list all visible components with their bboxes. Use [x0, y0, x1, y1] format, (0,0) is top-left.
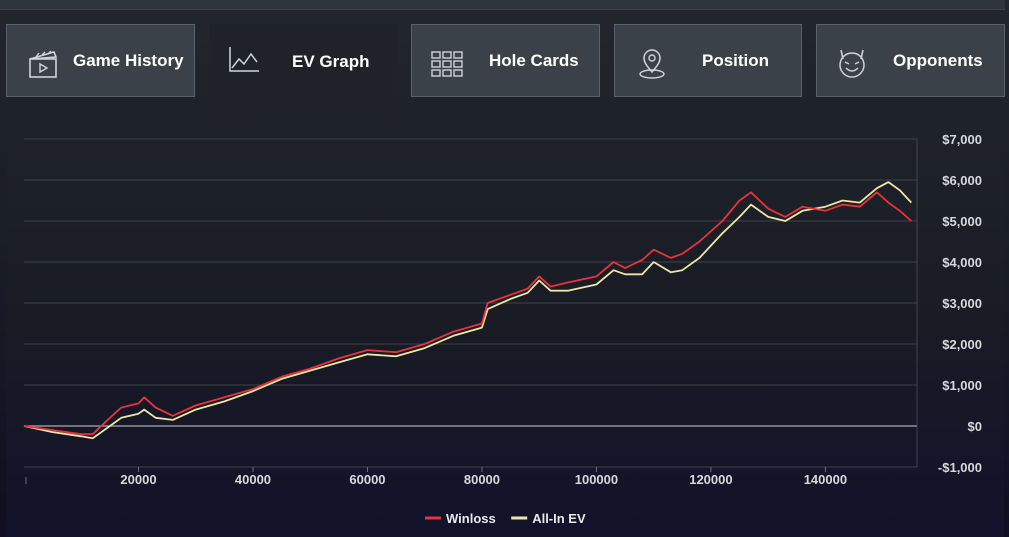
tab-label: Position: [702, 50, 770, 70]
y-tick-label: $2,000: [942, 337, 982, 352]
y-tick-label: $4,000: [942, 255, 982, 270]
tab-label: EV Graph: [292, 52, 370, 71]
y-tick-label: $0: [968, 419, 982, 434]
y-tick-label: $5,000: [942, 214, 982, 229]
series-line-winloss: [23, 191, 912, 436]
tab-label: Game History: [73, 50, 184, 70]
tab-hole-cards[interactable]: Hole Cards: [411, 24, 600, 97]
y-tick-label: $6,000: [942, 173, 982, 188]
series-line-all-in-ev: [23, 181, 912, 440]
tab-opponents[interactable]: Opponents: [816, 24, 1005, 97]
x-tick-label: 40000: [235, 472, 271, 487]
top-bar: [0, 0, 1005, 10]
x-tick-label: 80000: [464, 472, 500, 487]
tab-position[interactable]: Position: [614, 24, 802, 97]
y-axis: $7,000 $6,000 $5,000 $4,000 $3,000 $2,000 $1,0…: [938, 132, 982, 475]
tab-game-history[interactable]: Game History: [6, 24, 195, 97]
chart-panel: [7, 114, 1004, 537]
map-pin-icon: [639, 49, 665, 79]
devil-face-icon: [839, 49, 865, 78]
tab-label: Hole Cards: [489, 50, 579, 70]
y-tick-label: -$1,000: [938, 460, 982, 475]
x-tick-label: 60000: [349, 472, 385, 487]
legend: Winloss All-In EV: [425, 511, 586, 526]
y-tick-label: $7,000: [942, 132, 982, 147]
x-tick-label: 100000: [575, 472, 618, 487]
grid-lines: [24, 138, 918, 468]
y-tick-label: $1,000: [942, 378, 982, 393]
clapperboard-icon: [29, 50, 58, 78]
legend-label[interactable]: Winloss: [446, 511, 496, 526]
series-lines: [23, 181, 912, 440]
x-tick-label: 120000: [689, 472, 732, 487]
y-tick-label: $3,000: [942, 296, 982, 311]
line-chart-icon: [229, 47, 259, 72]
grid-icon: [431, 51, 463, 77]
x-tick-label: 20000: [120, 472, 156, 487]
tab-label: Opponents: [893, 50, 983, 70]
tab-ev-graph[interactable]: EV Graph: [209, 24, 397, 114]
legend-label[interactable]: All-In EV: [532, 511, 586, 526]
x-axis: 20000 40000 60000 80000 100000 120000 140000: [25, 467, 847, 487]
x-tick-label: 140000: [804, 472, 847, 487]
